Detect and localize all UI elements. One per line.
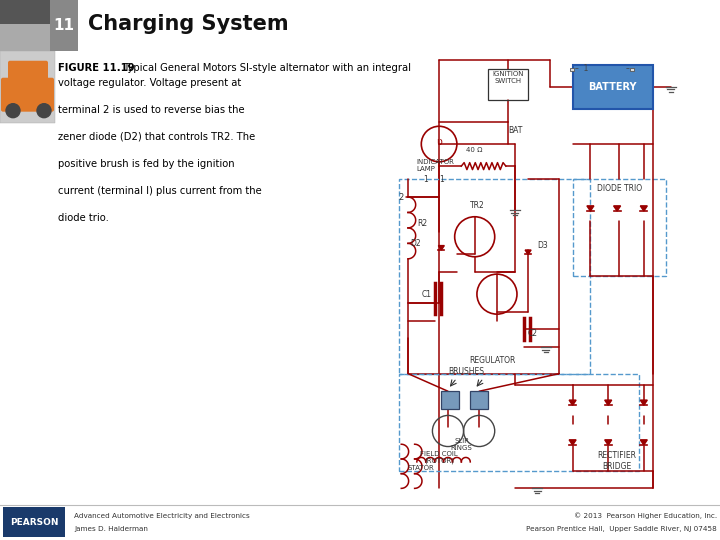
- Polygon shape: [569, 440, 576, 445]
- Bar: [50, 0, 78, 51]
- Text: C2: C2: [528, 329, 538, 339]
- Bar: [0, 24, 50, 51]
- Text: –: –: [626, 64, 630, 73]
- Text: D2: D2: [410, 239, 421, 248]
- Polygon shape: [587, 206, 594, 211]
- Text: PEARSON: PEARSON: [10, 518, 58, 526]
- Bar: [0, 0, 50, 51]
- Text: Charging System: Charging System: [88, 15, 289, 35]
- Text: Advanced Automotive Electricity and Electronics: Advanced Automotive Electricity and Elec…: [74, 513, 250, 519]
- Text: positive brush is fed by the ignition: positive brush is fed by the ignition: [58, 159, 235, 168]
- Text: –  1: – 1: [575, 64, 588, 73]
- Text: voltage regulator. Voltage present at: voltage regulator. Voltage present at: [58, 78, 241, 87]
- Bar: [570, 68, 575, 71]
- Text: BRUSHES: BRUSHES: [448, 367, 484, 376]
- Text: FIELD COIL
(ROTOR): FIELD COIL (ROTOR): [420, 451, 458, 464]
- Text: James D. Halderman: James D. Halderman: [74, 526, 148, 532]
- Text: IGNITION
SWITCH: IGNITION SWITCH: [492, 71, 524, 84]
- Polygon shape: [605, 400, 612, 406]
- Polygon shape: [525, 250, 531, 254]
- Text: 11: 11: [53, 18, 74, 33]
- Text: FIGURE 11.19: FIGURE 11.19: [58, 63, 135, 73]
- Text: D3: D3: [537, 241, 548, 250]
- Polygon shape: [640, 400, 647, 406]
- Text: BATTERY: BATTERY: [588, 82, 637, 92]
- Polygon shape: [640, 206, 647, 211]
- Text: TR2: TR2: [470, 201, 485, 210]
- Circle shape: [37, 104, 51, 118]
- Text: DIODE TRIO: DIODE TRIO: [597, 184, 642, 193]
- Text: INDICATOR
LAMP: INDICATOR LAMP: [417, 159, 455, 172]
- Text: STATOR: STATOR: [408, 465, 435, 471]
- Text: SLIP
RINGS: SLIP RINGS: [451, 437, 472, 450]
- FancyBboxPatch shape: [470, 392, 488, 409]
- Polygon shape: [605, 440, 612, 445]
- Text: 1: 1: [423, 175, 428, 184]
- Text: REGULATOR: REGULATOR: [469, 356, 516, 365]
- Text: BAT: BAT: [508, 126, 523, 136]
- FancyBboxPatch shape: [8, 60, 48, 85]
- Text: Pearson Prentice Hall,  Upper Saddle River, NJ 07458: Pearson Prentice Hall, Upper Saddle Rive…: [526, 526, 717, 532]
- Text: 1: 1: [439, 175, 444, 184]
- Text: © 2013  Pearson Higher Education, Inc.: © 2013 Pearson Higher Education, Inc.: [574, 513, 717, 519]
- FancyBboxPatch shape: [441, 392, 459, 409]
- Text: Typical General Motors SI-style alternator with an integral: Typical General Motors SI-style alternat…: [123, 63, 411, 73]
- Polygon shape: [640, 440, 647, 445]
- Bar: [631, 68, 634, 71]
- Text: diode trio.: diode trio.: [58, 213, 109, 222]
- FancyBboxPatch shape: [1, 78, 54, 112]
- Text: 40 Ω: 40 Ω: [467, 147, 483, 153]
- FancyBboxPatch shape: [572, 65, 653, 109]
- Text: terminal 2 is used to reverse bias the: terminal 2 is used to reverse bias the: [58, 105, 245, 114]
- Text: RECTIFIER
BRIDGE: RECTIFIER BRIDGE: [598, 451, 636, 471]
- Text: ʋ: ʋ: [436, 137, 442, 147]
- Text: C1: C1: [421, 289, 431, 299]
- Text: zener diode (D2) that controls TR2. The: zener diode (D2) that controls TR2. The: [58, 132, 256, 141]
- Text: current (terminal I) plus current from the: current (terminal I) plus current from t…: [58, 186, 262, 195]
- Bar: [3, 507, 65, 537]
- Text: R2: R2: [417, 219, 427, 228]
- Text: 2: 2: [399, 193, 404, 201]
- Polygon shape: [613, 206, 621, 211]
- Polygon shape: [438, 246, 444, 250]
- Circle shape: [6, 104, 20, 118]
- Polygon shape: [569, 400, 576, 406]
- Bar: [0, 51, 55, 123]
